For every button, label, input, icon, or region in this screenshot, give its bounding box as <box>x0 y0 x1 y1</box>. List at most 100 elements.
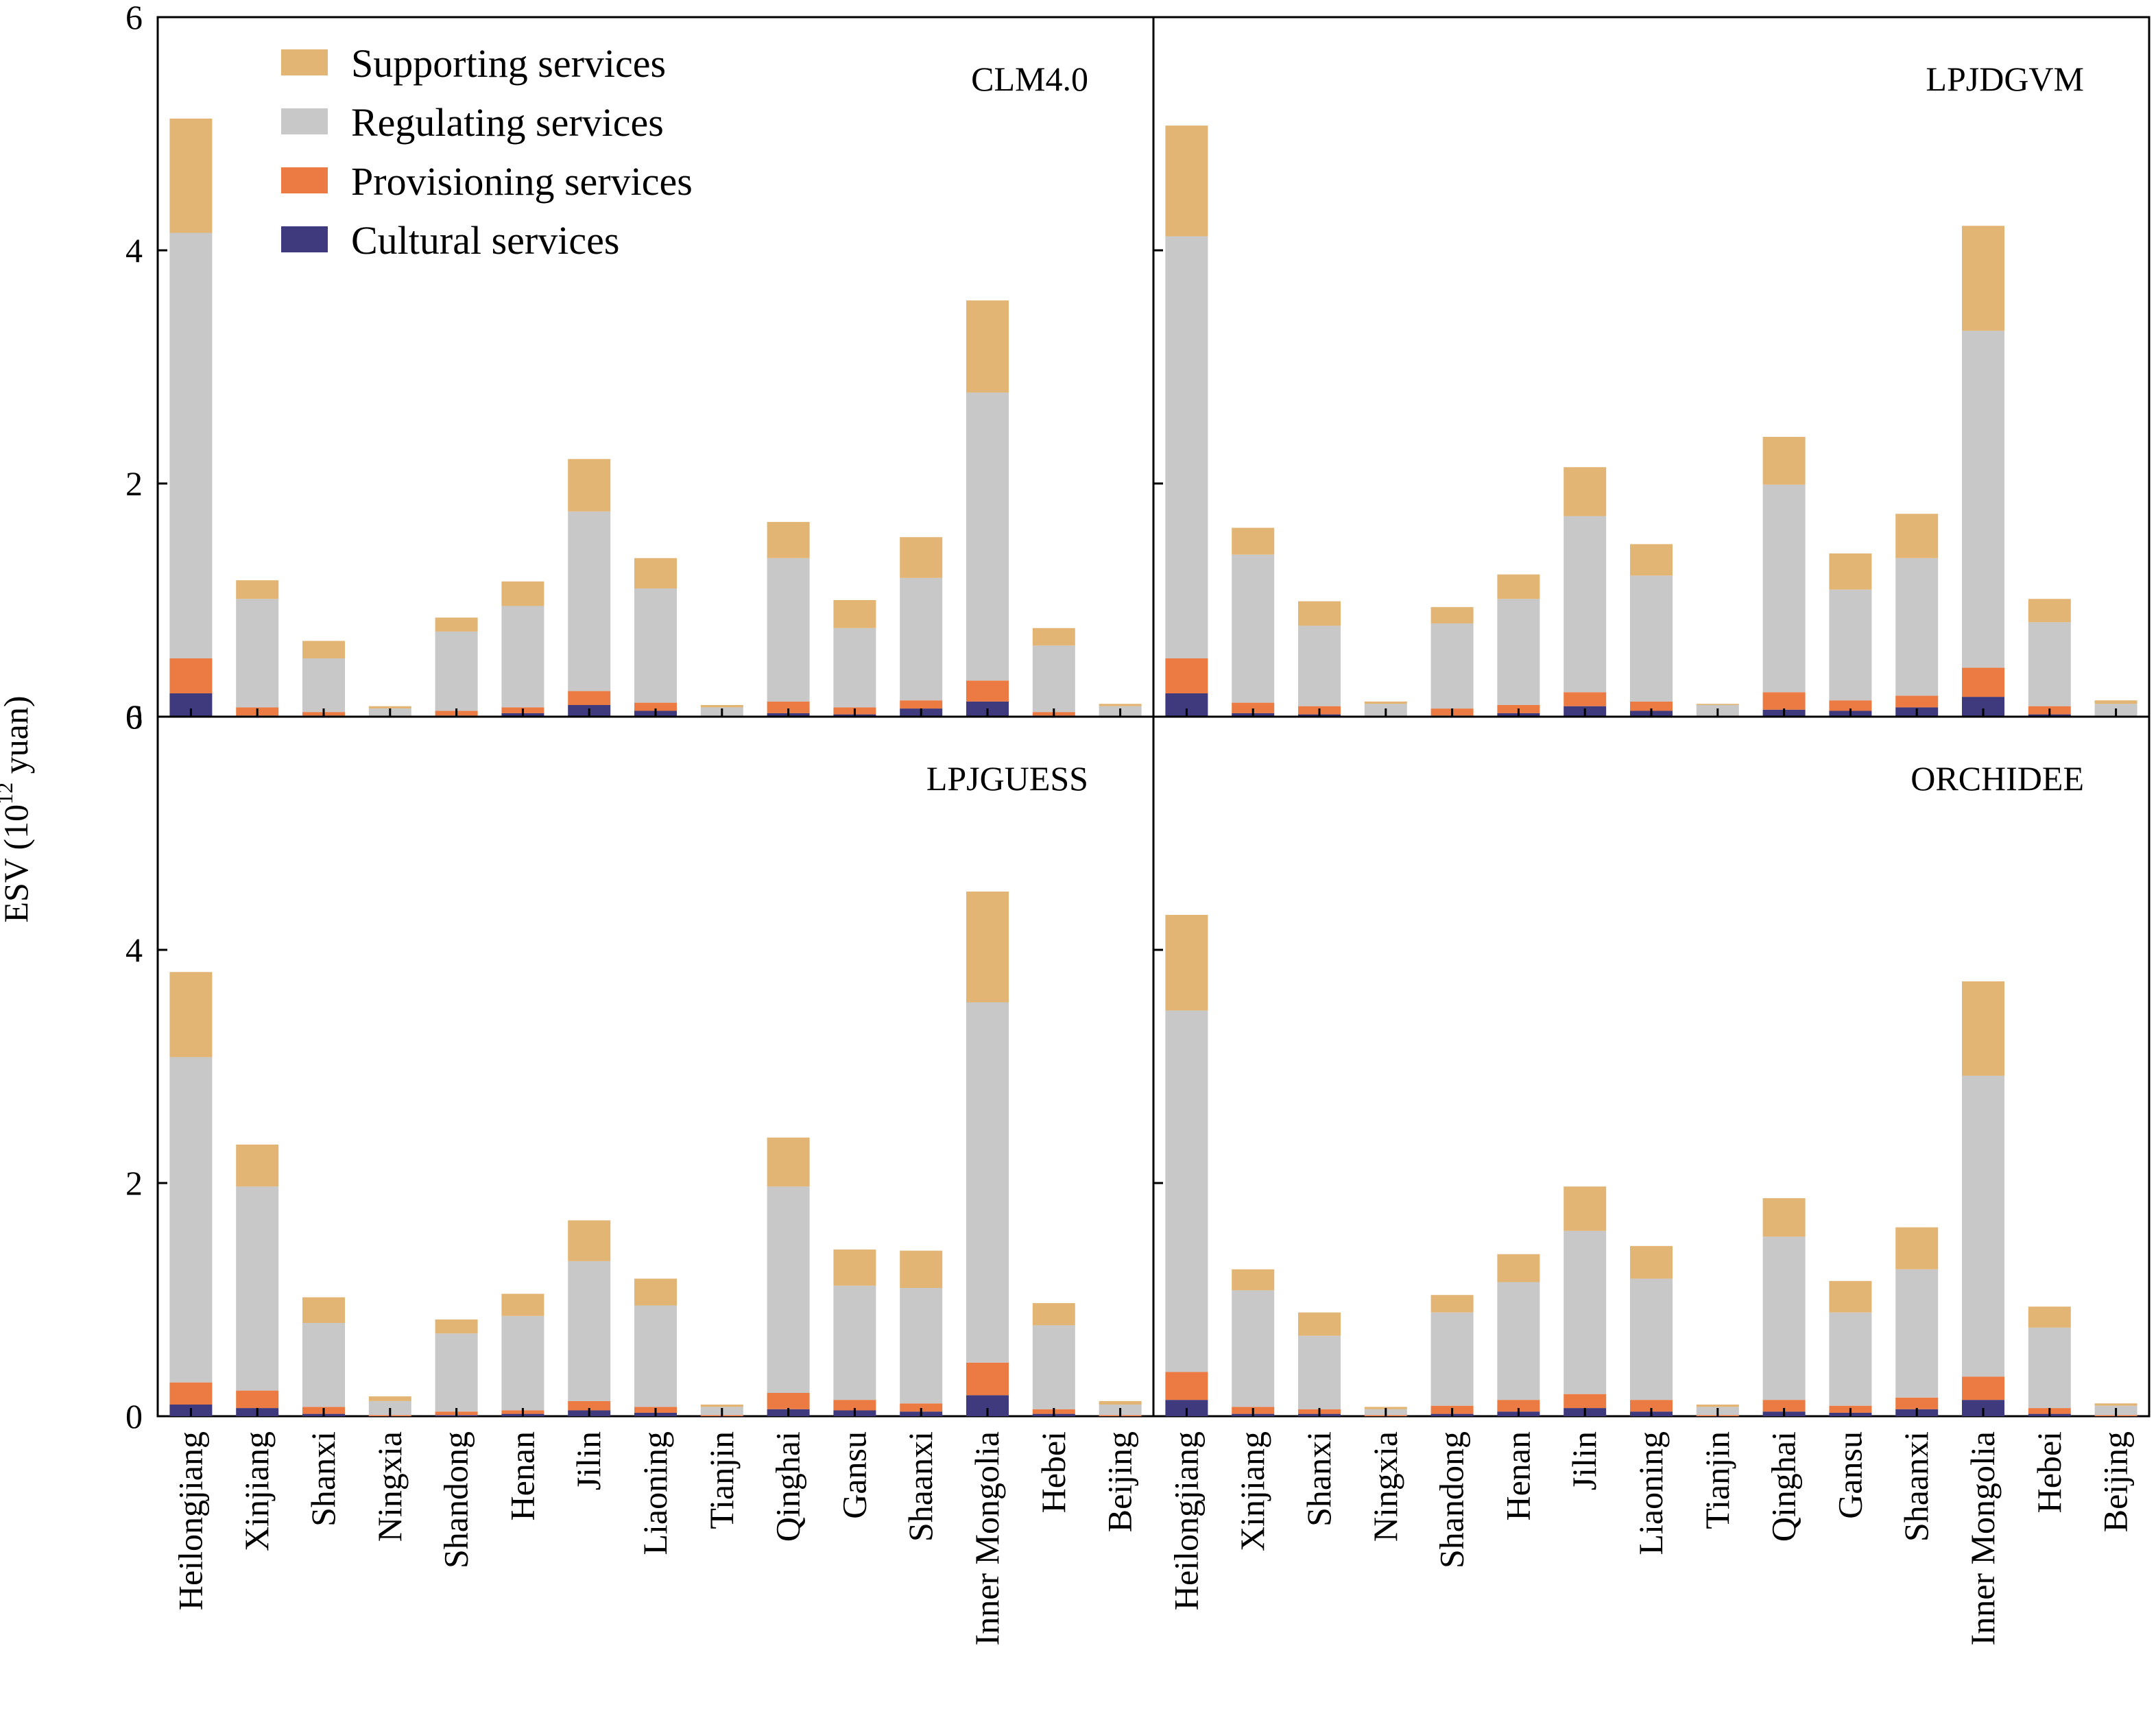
bar-regulating-services-liaoning <box>634 1305 677 1407</box>
bar-supporting-services-shaanxi <box>900 537 943 578</box>
panel-title: ORCHIDEE <box>1911 759 2084 798</box>
bar-provisioning-services-qinghai <box>1762 692 1806 710</box>
bar-supporting-services-hebei <box>1032 628 1075 646</box>
bar-supporting-services-xinjiang <box>236 580 279 599</box>
bar-regulating-services-shandong <box>435 1333 478 1412</box>
bar-regulating-services-liaoning <box>1630 1278 1673 1400</box>
bar-regulating-services-shanxi <box>1298 625 1341 706</box>
bar-provisioning-services-shaanxi <box>900 1403 943 1412</box>
bar-regulating-services-henan <box>1497 599 1540 705</box>
bar-supporting-services-shandong <box>435 1319 478 1334</box>
bar-supporting-services-henan <box>501 1293 544 1316</box>
bar-provisioning-services-gansu <box>1829 700 1872 711</box>
bar-supporting-services-jilin <box>1564 1186 1607 1231</box>
panel-clm4-0: 0 2 4 6 CLM4.0 <box>125 0 1155 736</box>
bar-regulating-services-gansu <box>1829 1312 1872 1406</box>
bar-supporting-services-xinjiang <box>1232 1269 1275 1291</box>
bar-regulating-services-xinjiang <box>236 599 279 708</box>
bar-supporting-services-tianjin <box>1696 1405 1739 1407</box>
bar-supporting-services-liaoning <box>1630 1245 1673 1279</box>
bar-supporting-services-hebei <box>2028 1306 2071 1328</box>
x-tick-label-gansu: Gansu <box>1830 1431 1869 1519</box>
bar-supporting-services-qinghai <box>767 1137 810 1187</box>
bar-provisioning-services-inner-mongolia <box>1962 1376 2004 1400</box>
bar-regulating-services-shanxi <box>1298 1335 1341 1409</box>
bar-provisioning-services-jilin <box>568 1400 611 1411</box>
bar-supporting-services-shaanxi <box>1895 1227 1939 1269</box>
bar-supporting-services-hebei <box>2028 599 2071 623</box>
x-tick-label-henan: Henan <box>1498 1431 1537 1521</box>
bar-supporting-services-shaanxi <box>900 1250 943 1288</box>
bar-provisioning-services-heilongjiang <box>1165 658 1208 693</box>
bar-regulating-services-liaoning <box>634 588 677 703</box>
bar-regulating-services-xinjiang <box>1232 1290 1275 1407</box>
bar-supporting-services-shanxi <box>1298 1312 1341 1336</box>
legend-swatch <box>281 226 328 252</box>
y-tick-label: 6 <box>125 697 143 736</box>
bar-regulating-services-heilongjiang <box>169 232 213 658</box>
x-tick-label-jilin: Jilin <box>1565 1431 1603 1490</box>
bar-supporting-services-heilongjiang <box>169 972 213 1058</box>
x-tick-label-xinjiang: Xinjiang <box>1233 1431 1271 1551</box>
bar-provisioning-services-liaoning <box>634 702 677 711</box>
bar-supporting-services-henan <box>1497 1254 1540 1282</box>
bar-regulating-services-heilongjiang <box>1165 1010 1208 1372</box>
x-tick-label-hebei: Hebei <box>1034 1431 1073 1513</box>
bar-supporting-services-beijing <box>1099 1400 1142 1405</box>
bar-regulating-services-shaanxi <box>1895 558 1939 696</box>
legend: Supporting services Regulating services Pr… <box>281 41 693 263</box>
bar-regulating-services-qinghai <box>1762 484 1806 693</box>
x-tick-label-beijing: Beijing <box>2096 1431 2135 1532</box>
bar-regulating-services-henan <box>501 606 544 708</box>
x-tick-label-shaanxi: Shaanxi <box>901 1431 939 1542</box>
bar-supporting-services-ningxia <box>1364 701 1407 704</box>
bar-regulating-services-henan <box>501 1315 544 1411</box>
bar-regulating-services-inner-mongolia <box>1962 331 2004 668</box>
bar-regulating-services-shandong <box>1430 1312 1474 1406</box>
bar-regulating-services-qinghai <box>767 558 810 702</box>
bar-provisioning-services-liaoning <box>1630 1400 1673 1412</box>
bar-supporting-services-tianjin <box>700 705 743 708</box>
bar-provisioning-services-inner-mongolia <box>966 680 1009 702</box>
bar-regulating-services-shanxi <box>302 658 345 713</box>
bar-supporting-services-henan <box>501 581 544 606</box>
legend-item-regulating-services: Regulating services <box>281 100 664 145</box>
x-tick-label-inner-mongolia: Inner Mongolia <box>968 1431 1006 1645</box>
panel-title: LPJDGVM <box>1926 60 2084 98</box>
x-tick-label-shandong: Shandong <box>1433 1431 1471 1568</box>
bar-regulating-services-gansu <box>833 628 876 708</box>
x-tick-label-shanxi: Shanxi <box>304 1431 342 1527</box>
bar-regulating-services-heilongjiang <box>169 1057 213 1383</box>
bar-supporting-services-qinghai <box>1762 437 1806 485</box>
bar-regulating-services-inner-mongolia <box>966 392 1009 681</box>
y-tick-label: 2 <box>125 464 143 503</box>
x-tick-label-xinjiang: Xinjiang <box>237 1431 276 1551</box>
legend-swatch <box>281 108 328 134</box>
bar-regulating-services-jilin <box>1564 1230 1607 1394</box>
bar-supporting-services-shanxi <box>1298 601 1341 626</box>
x-tick-label-shaanxi: Shaanxi <box>1897 1431 1935 1542</box>
x-tick-label-jilin: Jilin <box>569 1431 608 1490</box>
legend-item-supporting-services: Supporting services <box>281 41 666 86</box>
legend-label: Provisioning services <box>351 159 693 204</box>
bar-regulating-services-inner-mongolia <box>966 1002 1009 1363</box>
bar-regulating-services-heilongjiang <box>1165 236 1208 659</box>
y-tick-label: 2 <box>125 1164 143 1202</box>
y-tick-label: 0 <box>125 1397 143 1435</box>
bar-regulating-services-hebei <box>1032 645 1075 713</box>
bar-provisioning-services-jilin <box>568 691 611 705</box>
bar-supporting-services-hebei <box>1032 1303 1075 1326</box>
bar-supporting-services-jilin <box>568 459 611 512</box>
bar-regulating-services-jilin <box>568 1261 611 1401</box>
bar-supporting-services-heilongjiang <box>1165 915 1208 1011</box>
x-tick-label-shanxi: Shanxi <box>1299 1431 1338 1527</box>
bar-regulating-services-gansu <box>1829 589 1872 701</box>
legend-swatch <box>281 167 328 193</box>
bar-supporting-services-inner-mongolia <box>1962 981 2004 1076</box>
y-tick-label: 4 <box>125 231 143 270</box>
x-tick-label-ningxia: Ningxia <box>370 1431 409 1542</box>
panel-orchidee: Heilongjiang Xinjiang Shanxi Ningxia Shandon… <box>1152 715 2151 1645</box>
bar-supporting-services-inner-mongolia <box>966 300 1009 393</box>
bar-supporting-services-beijing <box>1099 704 1142 706</box>
bar-regulating-services-xinjiang <box>236 1186 279 1391</box>
